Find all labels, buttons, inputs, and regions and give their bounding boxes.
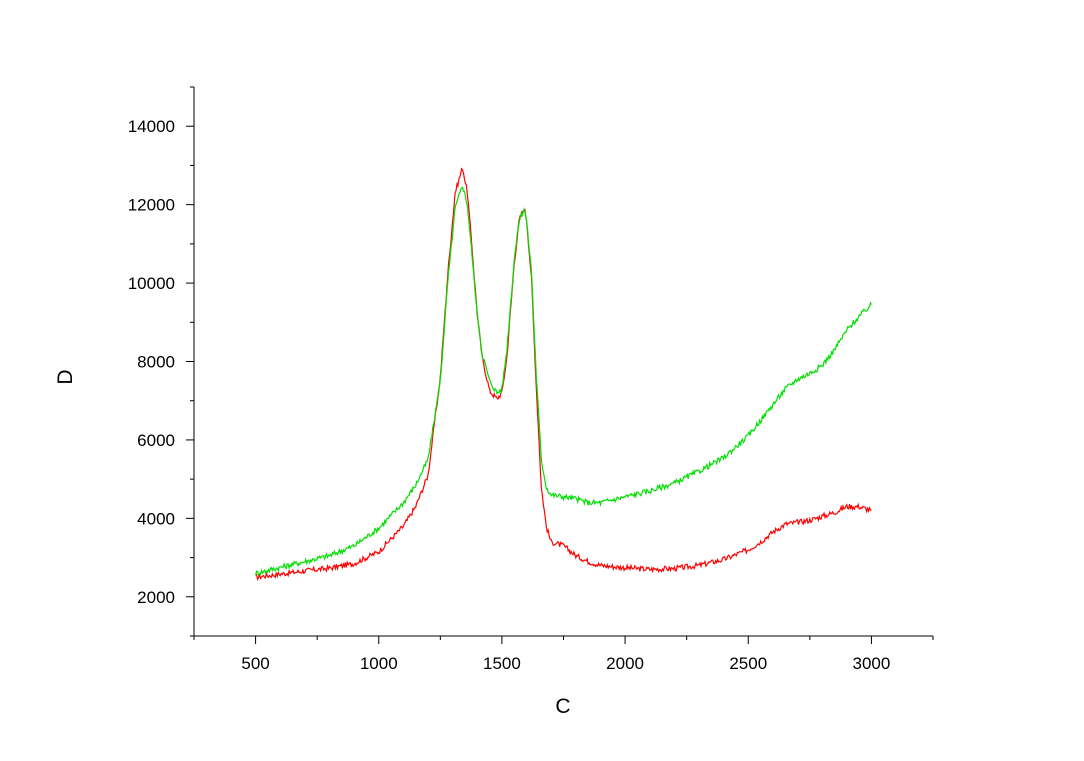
y-tick-label: 2000 [137,588,175,607]
x-tick-label: 2500 [729,654,767,673]
x-ticks: 500 1000 1500 2000 2500 3000 [193,636,934,673]
x-tick-label: 1000 [360,654,398,673]
x-tick-label: 3000 [853,654,891,673]
axes-layer [193,87,933,637]
x-tick-label: 1500 [483,654,521,673]
x-tick-label: 500 [241,654,269,673]
y-tick-label: 12000 [128,196,175,215]
y-tick-label: 6000 [137,431,175,450]
y-ticks: 2000 4000 6000 8000 10000 12000 14000 [128,86,194,637]
series-layer [255,167,872,582]
x-axis-title: C [555,695,570,718]
y-axis-title: D [54,369,77,384]
x-tick-label: 2000 [606,654,644,673]
y-tick-label: 8000 [137,353,175,372]
y-tick-label: 4000 [137,509,175,528]
series-line-1 [255,167,872,582]
y-tick-label: 10000 [128,274,175,293]
y-tick-label: 14000 [128,117,175,136]
series-line-2 [255,185,872,577]
